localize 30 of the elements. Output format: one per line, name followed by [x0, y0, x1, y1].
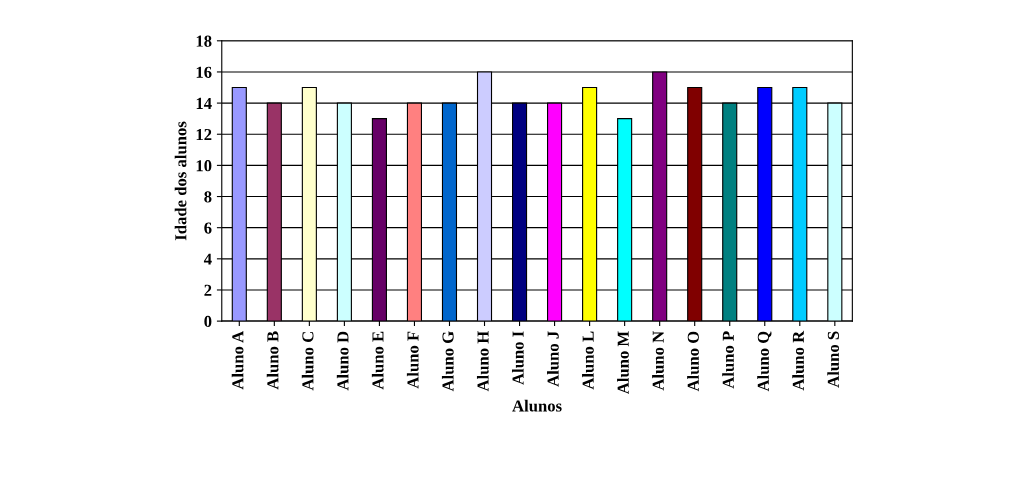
x-axis-title: Alunos: [512, 399, 562, 412]
x-tick-label: Aluno I: [511, 331, 524, 385]
y-tick-label: 18: [196, 35, 212, 47]
y-tick-label: 16: [196, 66, 212, 78]
x-tick-label: Aluno Q: [757, 331, 772, 392]
y-axis-title: Idade dos alunos: [174, 121, 187, 241]
y-tick-label: 2: [204, 284, 212, 296]
x-tick-label: Aluno R: [792, 330, 805, 391]
x-tick-label: Aluno G: [441, 331, 454, 392]
y-tick-label: 8: [204, 191, 212, 203]
x-tick-label: Aluno A: [231, 330, 244, 390]
x-tick-label: Aluno L: [582, 331, 594, 390]
y-tick-label: 0: [204, 315, 212, 328]
y-tick-label: 14: [196, 97, 212, 109]
x-tick-label: Aluno B: [266, 331, 279, 390]
y-tick-label: 4: [203, 253, 212, 265]
y-tick-label: 12: [196, 128, 212, 141]
x-tick-label: Aluno M: [617, 331, 629, 395]
x-tick-label: Aluno D: [336, 331, 349, 391]
x-tick-label: Aluno N: [652, 331, 664, 391]
x-tick-label: Aluno J: [547, 331, 559, 387]
y-tick-label: 10: [196, 160, 212, 172]
x-tick-label: Aluno C: [301, 332, 314, 391]
x-tick-label: Aluno S: [827, 331, 840, 388]
x-tick-label: Aluno H: [476, 331, 489, 392]
x-tick-label: Aluno E: [371, 331, 384, 390]
x-tick-label: Aluno O: [687, 331, 699, 392]
x-tick-label: Aluno F: [406, 331, 419, 389]
x-tick-label: Aluno P: [722, 331, 734, 389]
y-tick-label: 6: [204, 222, 212, 234]
